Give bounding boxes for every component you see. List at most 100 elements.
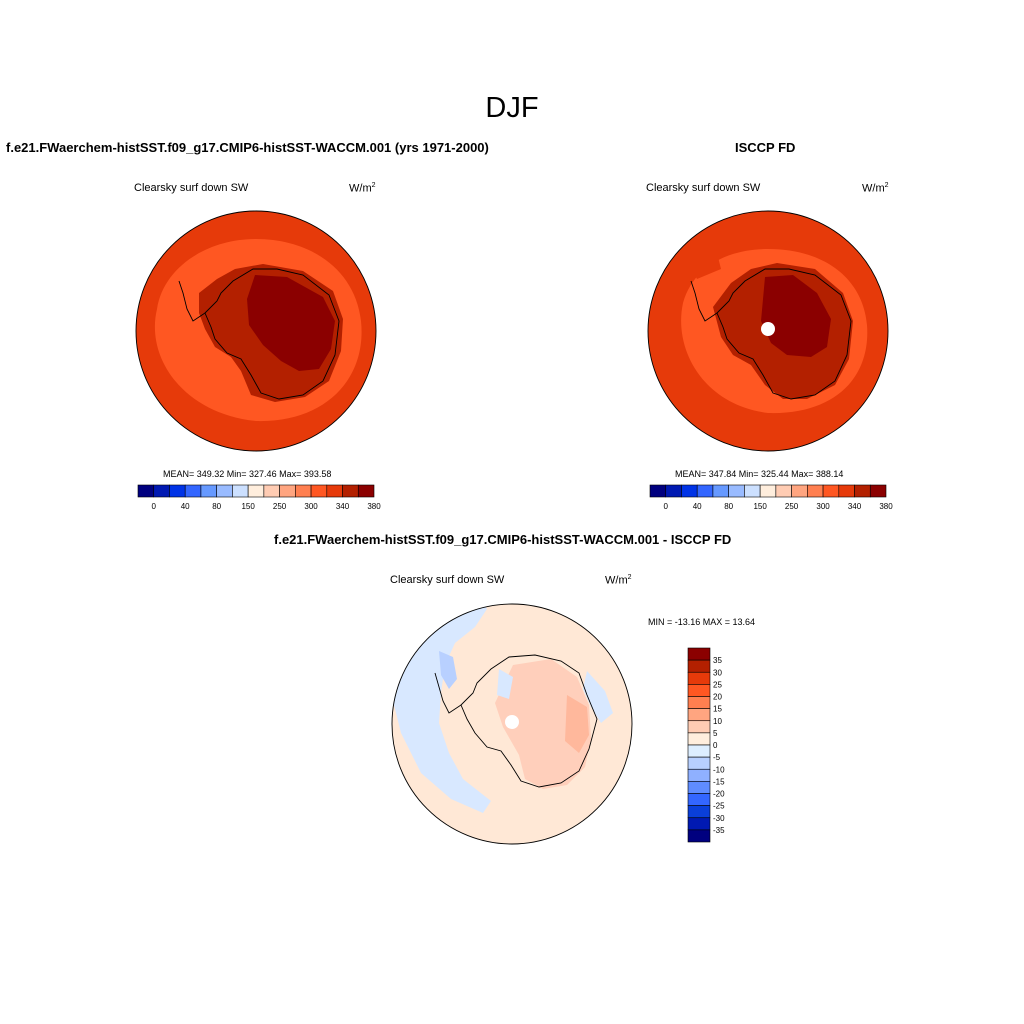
obs-colorbar-swatch-0 — [649, 484, 667, 498]
model-colorbar-swatch-4 — [200, 484, 217, 498]
diff-colorbar-tick-label: -20 — [713, 790, 725, 799]
obs-peninsula — [690, 280, 718, 322]
diff-negative-region-east — [583, 671, 613, 723]
figure-title: DJF — [485, 92, 539, 124]
panel-diff-units: W/m2 — [605, 574, 632, 587]
obs-colorbar-swatch-6 — [744, 484, 761, 498]
model-colorbar-swatch-11 — [310, 484, 328, 498]
diff-colorbar-swatch-8 — [687, 744, 711, 758]
panel-obs-colorbar: 0 40 80 150 250 300 340 380 — [649, 484, 893, 511]
model-colorbar-tick-label: 0 — [152, 502, 157, 511]
panel-model-stats: MEAN= 349.32 Min= 327.46 Max= 393.58 — [163, 469, 332, 479]
model-colorbar-swatch-0 — [137, 484, 155, 498]
obs-colorbar-swatch-4 — [712, 484, 729, 498]
obs-colorbar-swatch-11 — [822, 484, 840, 498]
diff-colorbar-tick-label: 0 — [713, 741, 718, 750]
obs-colorbar-swatch-13 — [854, 484, 871, 498]
panel-model-colorbar: 0 40 80 150 250 300 340 380 — [137, 484, 381, 511]
diff-negative-peninsula — [439, 651, 457, 689]
model-colorbar-swatch-1 — [153, 484, 170, 498]
diff-colorbar-swatch-10 — [687, 768, 711, 782]
diff-colorbar-tick-label: -35 — [713, 826, 725, 835]
model-colorbar-swatch-3 — [184, 484, 202, 498]
diff-colorbar-swatch-14 — [687, 817, 711, 831]
model-colorbar-swatch-13 — [342, 484, 359, 498]
obs-colorbar-swatch-12 — [838, 484, 855, 498]
model-colorbar-swatch-12 — [326, 484, 343, 498]
diff-positive-interior — [495, 659, 591, 789]
diff-colorbar-swatch-2 — [687, 671, 711, 685]
diff-colorbar-tick-label: -15 — [713, 777, 725, 786]
obs-colorbar-swatch-9 — [791, 484, 808, 498]
diff-colorbar-swatch-6 — [687, 720, 711, 734]
diff-colorbar-swatch-7 — [687, 732, 711, 746]
model-colorbar-swatch-5 — [216, 484, 233, 498]
model-plateau — [247, 275, 335, 371]
model-colorbar-tick-label: 150 — [241, 502, 255, 511]
diff-colorbar-tick-label: 15 — [713, 705, 722, 714]
obs-colorbar-swatch-7 — [759, 484, 777, 498]
obs-colorbar-tick-label: 340 — [848, 502, 862, 511]
obs-colorbar-swatch-10 — [807, 484, 824, 498]
diff-colorbar-swatch-4 — [687, 696, 711, 709]
panel-diff-title: f.e21.FWaerchem-histSST.f09_g17.CMIP6-hi… — [274, 532, 732, 547]
diff-colorbar-tick-label: 10 — [713, 717, 722, 726]
diff-colorbar-swatch-12 — [687, 793, 711, 806]
model-colorbar-tick-label: 380 — [367, 502, 381, 511]
diff-colorbar-swatch-13 — [687, 805, 711, 819]
diff-colorbar-tick-label: -10 — [713, 765, 725, 774]
diff-colorbar-swatch-9 — [687, 756, 711, 770]
diff-pole-hole — [505, 715, 519, 729]
obs-colorbar-tick-label: 300 — [816, 502, 830, 511]
diff-colorbar-swatch-3 — [687, 684, 711, 697]
model-colorbar-swatch-9 — [279, 484, 296, 498]
panel-model-variable: Clearsky surf down SW — [134, 182, 249, 194]
obs-colorbar-swatch-5 — [728, 484, 745, 498]
obs-colorbar-tick-label: 80 — [724, 502, 733, 511]
diff-colorbar-tick-label: 5 — [713, 729, 718, 738]
obs-colorbar-swatch-1 — [665, 484, 682, 498]
model-colorbar-tick-label: 80 — [212, 502, 221, 511]
diff-colorbar-swatch-1 — [687, 659, 711, 673]
model-colorbar-swatch-2 — [169, 484, 186, 498]
panel-obs-units: W/m2 — [862, 182, 889, 195]
model-colorbar-tick-label: 40 — [181, 502, 190, 511]
obs-outer-band — [648, 211, 888, 451]
obs-colorbar-swatch-3 — [696, 484, 714, 498]
panel-obs-stats: MEAN= 347.84 Min= 325.44 Max= 388.14 — [675, 469, 844, 479]
panel-obs-variable: Clearsky surf down SW — [646, 182, 761, 194]
obs-colorbar-tick-label: 250 — [785, 502, 799, 511]
obs-plateau — [761, 275, 831, 357]
obs-colorbar-tick-label: 40 — [693, 502, 702, 511]
diff-colorbar-swatch-15 — [687, 829, 711, 843]
model-colorbar-swatch-6 — [232, 484, 249, 498]
model-colorbar-tick-label: 250 — [273, 502, 287, 511]
panel-model-title: f.e21.FWaerchem-histSST.f09_g17.CMIP6-hi… — [6, 140, 489, 155]
panel-model-map — [135, 210, 377, 452]
diff-colorbar-tick-label: -5 — [713, 753, 721, 762]
panel-diff-variable: Clearsky surf down SW — [390, 574, 505, 586]
diff-colorbar-swatch-11 — [687, 781, 711, 794]
panel-model-units: W/m2 — [349, 182, 376, 195]
obs-colorbar-tick-label: 150 — [753, 502, 767, 511]
panel-diff-colorbar: 35 30 25 20 15 10 5 0 -5 -10 -15 -20 -25 -30 -35 — [687, 647, 725, 843]
model-colorbar-tick-label: 340 — [336, 502, 350, 511]
obs-colorbar-tick-label: 380 — [879, 502, 893, 511]
obs-colorbar-tick-label: 0 — [664, 502, 669, 511]
diff-colorbar-tick-label: 35 — [713, 656, 722, 665]
panel-diff-stats: MIN = -13.16 MAX = 13.64 — [648, 617, 756, 627]
obs-pole-hole — [761, 322, 775, 336]
diff-colorbar-tick-label: 25 — [713, 680, 722, 689]
model-peninsula — [178, 280, 206, 322]
obs-colorbar-swatch-14 — [869, 484, 887, 498]
diff-positive-east — [565, 695, 589, 753]
obs-ocean-patch — [687, 253, 721, 279]
model-colorbar-swatch-7 — [247, 484, 265, 498]
diff-negative-interior — [497, 669, 513, 699]
diff-colorbar-swatch-5 — [687, 708, 711, 722]
model-colorbar-tick-label: 300 — [304, 502, 318, 511]
obs-colorbar-swatch-8 — [775, 484, 792, 498]
model-colorbar-swatch-8 — [263, 484, 280, 498]
model-colorbar-swatch-14 — [357, 484, 375, 498]
diff-coastline — [460, 654, 598, 788]
